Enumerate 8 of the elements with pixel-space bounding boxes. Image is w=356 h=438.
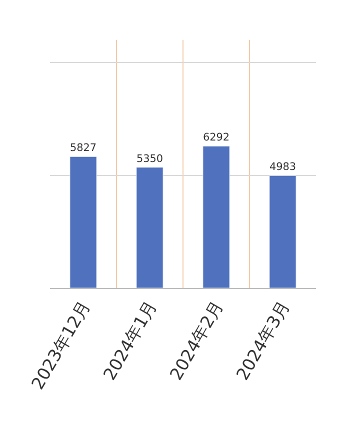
bar bbox=[70, 156, 97, 288]
bar bbox=[202, 146, 230, 288]
bar bbox=[136, 167, 164, 288]
bar bbox=[269, 175, 296, 288]
data-label: 6292 bbox=[202, 132, 230, 144]
data-label: 4983 bbox=[269, 161, 296, 174]
data-label: 5350 bbox=[136, 152, 164, 165]
data-label: 5827 bbox=[70, 142, 97, 154]
